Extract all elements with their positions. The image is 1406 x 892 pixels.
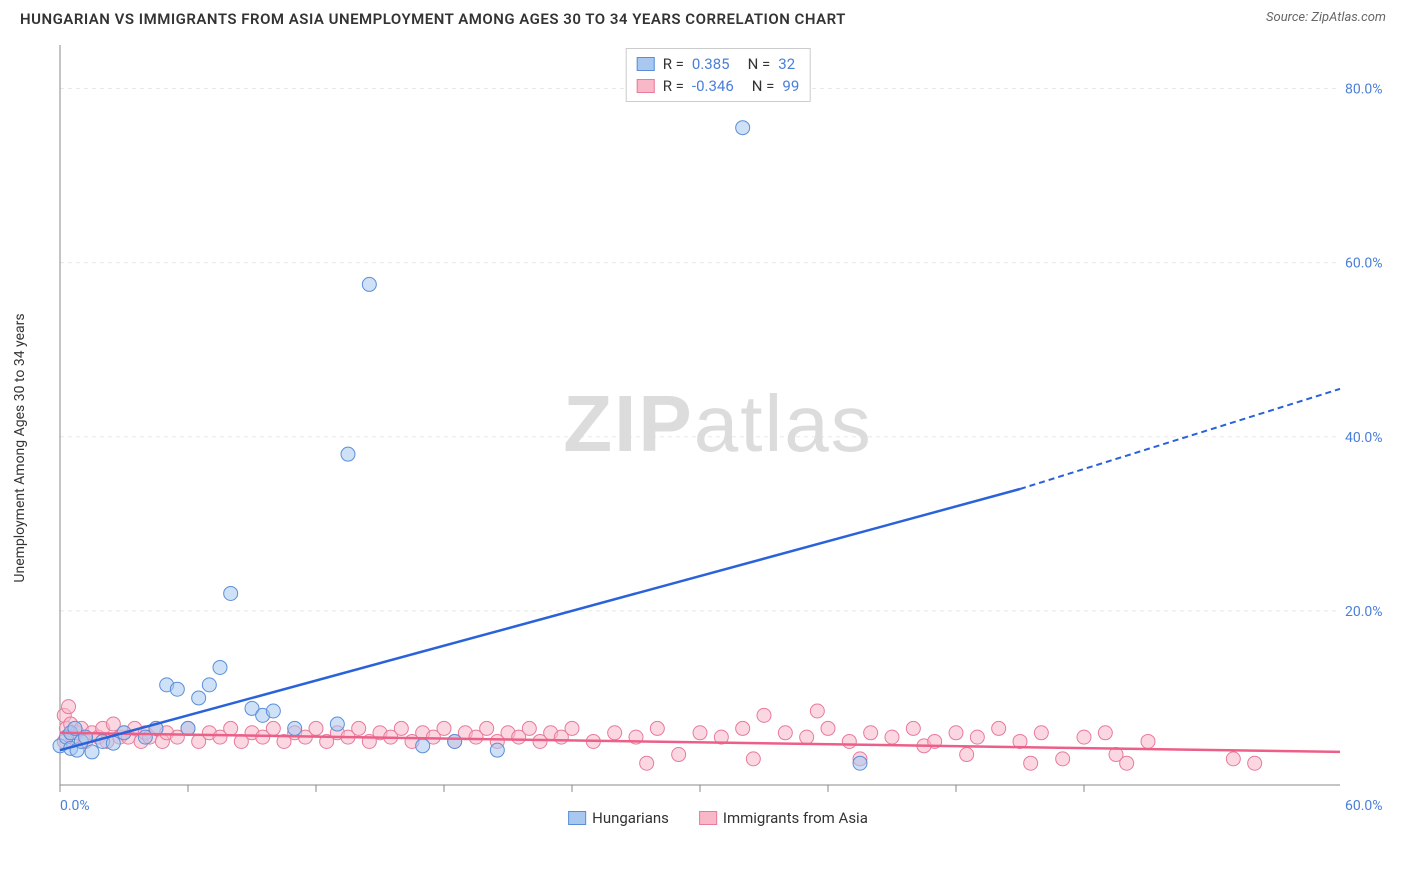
- legend-label-hungarians: Hungarians: [592, 809, 669, 827]
- r-value-asia: -0.346: [692, 77, 734, 95]
- swatch-icon: [637, 57, 655, 71]
- svg-text:80.0%: 80.0%: [1345, 82, 1383, 98]
- header: HUNGARIAN VS IMMIGRANTS FROM ASIA UNEMPL…: [0, 0, 1406, 28]
- legend-label-asia: Immigrants from Asia: [723, 809, 868, 827]
- swatch-icon: [637, 79, 655, 93]
- source-credit: Source: ZipAtlas.com: [1266, 10, 1386, 25]
- svg-text:60.0%: 60.0%: [1345, 798, 1383, 814]
- scatter-plot: 20.0% 40.0% 60.0% 80.0% 0.0% 60.0%: [50, 45, 1386, 835]
- chart-container: Unemployment Among Ages 30 to 34 years Z…: [50, 45, 1386, 835]
- y-axis-label: Unemployment Among Ages 30 to 34 years: [12, 313, 28, 582]
- swatch-icon: [568, 811, 586, 825]
- series-legend: Hungarians Immigrants from Asia: [568, 809, 868, 827]
- n-value-asia: 99: [782, 77, 799, 95]
- legend-item-asia: Immigrants from Asia: [699, 809, 868, 827]
- legend-row-hungarians: R = 0.385 N = 32: [637, 53, 800, 75]
- legend-item-hungarians: Hungarians: [568, 809, 669, 827]
- swatch-icon: [699, 811, 717, 825]
- r-value-hungarians: 0.385: [692, 55, 730, 73]
- legend-row-asia: R = -0.346 N = 99: [637, 75, 800, 97]
- chart-title: HUNGARIAN VS IMMIGRANTS FROM ASIA UNEMPL…: [20, 10, 846, 28]
- svg-text:40.0%: 40.0%: [1345, 430, 1383, 446]
- svg-text:0.0%: 0.0%: [60, 798, 90, 814]
- svg-text:60.0%: 60.0%: [1345, 256, 1383, 272]
- n-value-hungarians: 32: [778, 55, 795, 73]
- correlation-legend: R = 0.385 N = 32 R = -0.346 N = 99: [626, 48, 811, 102]
- svg-text:20.0%: 20.0%: [1345, 604, 1383, 620]
